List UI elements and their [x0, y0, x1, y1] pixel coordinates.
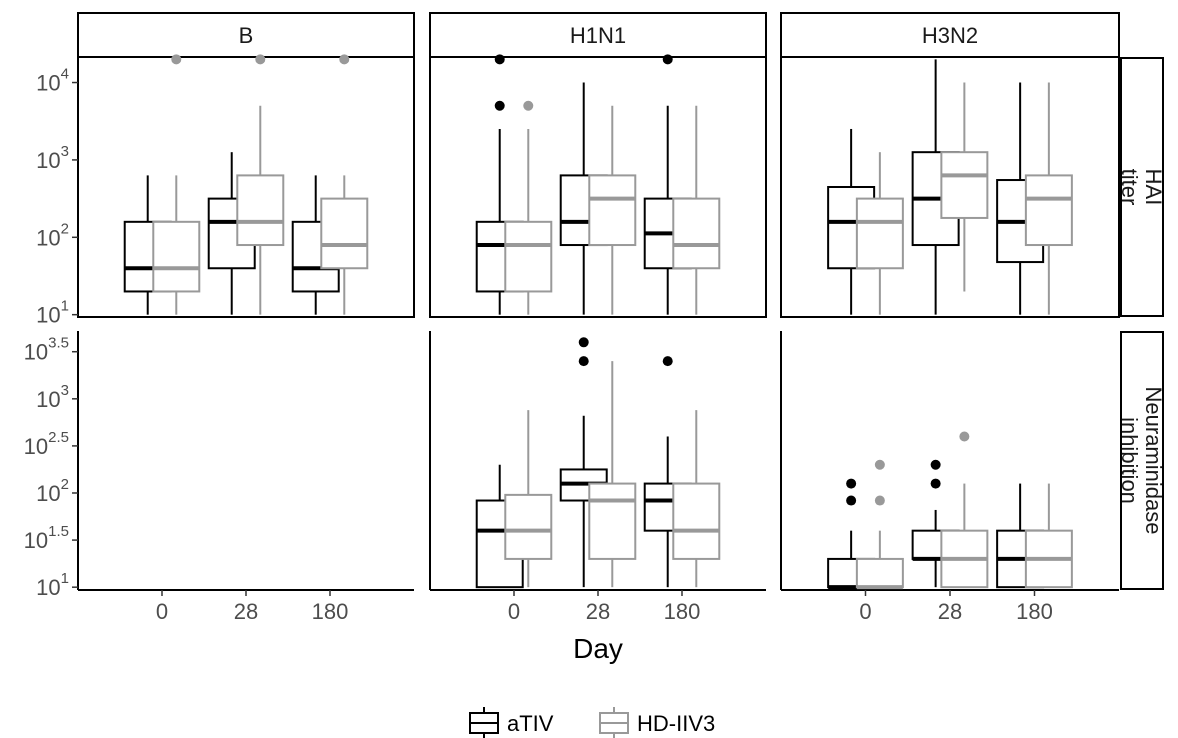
column-strips: B H1N1 H3N2 — [77, 12, 1120, 58]
box-iqr — [320, 197, 369, 270]
strip-label-b: B — [239, 23, 254, 48]
x-tick-label: 180 — [1016, 599, 1053, 624]
box-iqr — [1024, 174, 1073, 247]
box-HD-IIV3-day180 — [1024, 483, 1073, 589]
outlier-point — [874, 495, 885, 506]
box-HD-IIV3-day28 — [236, 54, 285, 315]
outlier-point — [930, 478, 941, 489]
panel-frame — [77, 56, 415, 318]
box-HD-IIV3-day0 — [504, 410, 553, 588]
legend-label-hd-iiv3: HD-IIV3 — [637, 711, 715, 736]
box-iqr — [152, 220, 201, 293]
outlier-point — [523, 100, 534, 111]
outlier-point — [578, 356, 589, 367]
x-tick-label: 180 — [664, 599, 701, 624]
row-strip-label-0: HAItiter — [1117, 169, 1166, 206]
outlier-point — [578, 337, 589, 348]
y-tick-label: 102.5 — [24, 429, 69, 459]
strip-label-h1n1: H1N1 — [570, 23, 626, 48]
box-HD-IIV3-day28 — [588, 105, 637, 315]
box-HD-IIV3-day180 — [320, 54, 369, 315]
x-tick-label: 28 — [938, 599, 962, 624]
row-strip-label-1: Neuraminidaseinhibition — [1117, 387, 1166, 535]
outlier-point — [171, 54, 182, 65]
outlier-point — [959, 431, 970, 442]
outlier-point — [494, 100, 505, 111]
legend-label-ativ: aTIV — [507, 711, 554, 736]
legend-key-ativ — [469, 707, 499, 738]
outlier-point — [494, 54, 505, 65]
box-iqr — [588, 174, 637, 247]
outlier-point — [930, 459, 941, 470]
strip-label-h3n2: H3N2 — [922, 23, 978, 48]
y-tick-label: 101 — [36, 298, 69, 328]
outlier-point — [874, 459, 885, 470]
box-iqr — [855, 557, 904, 589]
x-tick-label: 28 — [586, 599, 610, 624]
y-tick-label: 103 — [36, 382, 69, 412]
outlier-point — [846, 495, 857, 506]
row-strip-0 — [1120, 57, 1164, 317]
outlier-point — [339, 54, 350, 65]
y-tick-label: 104 — [36, 66, 69, 96]
y-tick-label: 103 — [36, 143, 69, 173]
box-iqr — [672, 482, 721, 560]
strip-b — [77, 12, 415, 58]
panel-frame — [429, 56, 767, 318]
y-tick-label: 102 — [36, 220, 69, 250]
box-HD-IIV3-day28 — [940, 82, 989, 292]
y-tick-label: 101.5 — [24, 523, 69, 553]
box-HD-IIV3-day0 — [855, 459, 904, 590]
y-tick-label: 103.5 — [24, 335, 69, 365]
y-axes: 101 102 103 104 101 101.5 102 102.5 103 103.5 — [24, 66, 78, 600]
panel-frame — [780, 56, 1120, 318]
box-HD-IIV3-day180 — [1024, 82, 1073, 315]
panels — [77, 54, 1120, 591]
box-iqr — [504, 493, 553, 560]
x-axes: 0 28 180 0 28 180 0 28 180 — [156, 590, 1053, 624]
strip-h1n1 — [429, 12, 767, 58]
box-HD-IIV3-day180 — [672, 105, 721, 315]
box-iqr — [672, 197, 721, 270]
box-HD-IIV3-day0 — [152, 54, 201, 315]
box-aTIV-day180 — [643, 54, 692, 315]
box-HD-IIV3-day28 — [940, 431, 989, 589]
outlier-point — [662, 356, 673, 367]
outlier-point — [255, 54, 266, 65]
x-tick-label: 28 — [234, 599, 258, 624]
box-HD-IIV3-day0 — [504, 100, 553, 315]
box-iqr — [504, 220, 553, 293]
box-iqr — [855, 197, 904, 270]
legend: aTIV HD-IIV3 — [469, 707, 715, 738]
row-strip-1 — [1120, 331, 1164, 590]
outlier-point — [846, 478, 857, 489]
box-iqr — [588, 482, 637, 560]
x-tick-label: 0 — [859, 599, 871, 624]
x-tick-label: 0 — [156, 599, 168, 624]
x-axis-title: Day — [573, 633, 623, 664]
y-tick-label: 101 — [36, 570, 69, 600]
x-tick-label: 180 — [312, 599, 349, 624]
box-iqr — [236, 174, 285, 247]
box-HD-IIV3-day28 — [588, 361, 637, 588]
box-iqr — [940, 151, 989, 219]
legend-key-hd-iiv3 — [599, 707, 629, 738]
outlier-point — [662, 54, 673, 65]
box-HD-IIV3-day180 — [672, 410, 721, 588]
x-tick-label: 0 — [508, 599, 520, 624]
y-tick-label: 102 — [36, 476, 69, 506]
box-HD-IIV3-day0 — [855, 152, 904, 315]
row-strips: HAItiter Neuraminidaseinhibition — [1117, 57, 1166, 590]
